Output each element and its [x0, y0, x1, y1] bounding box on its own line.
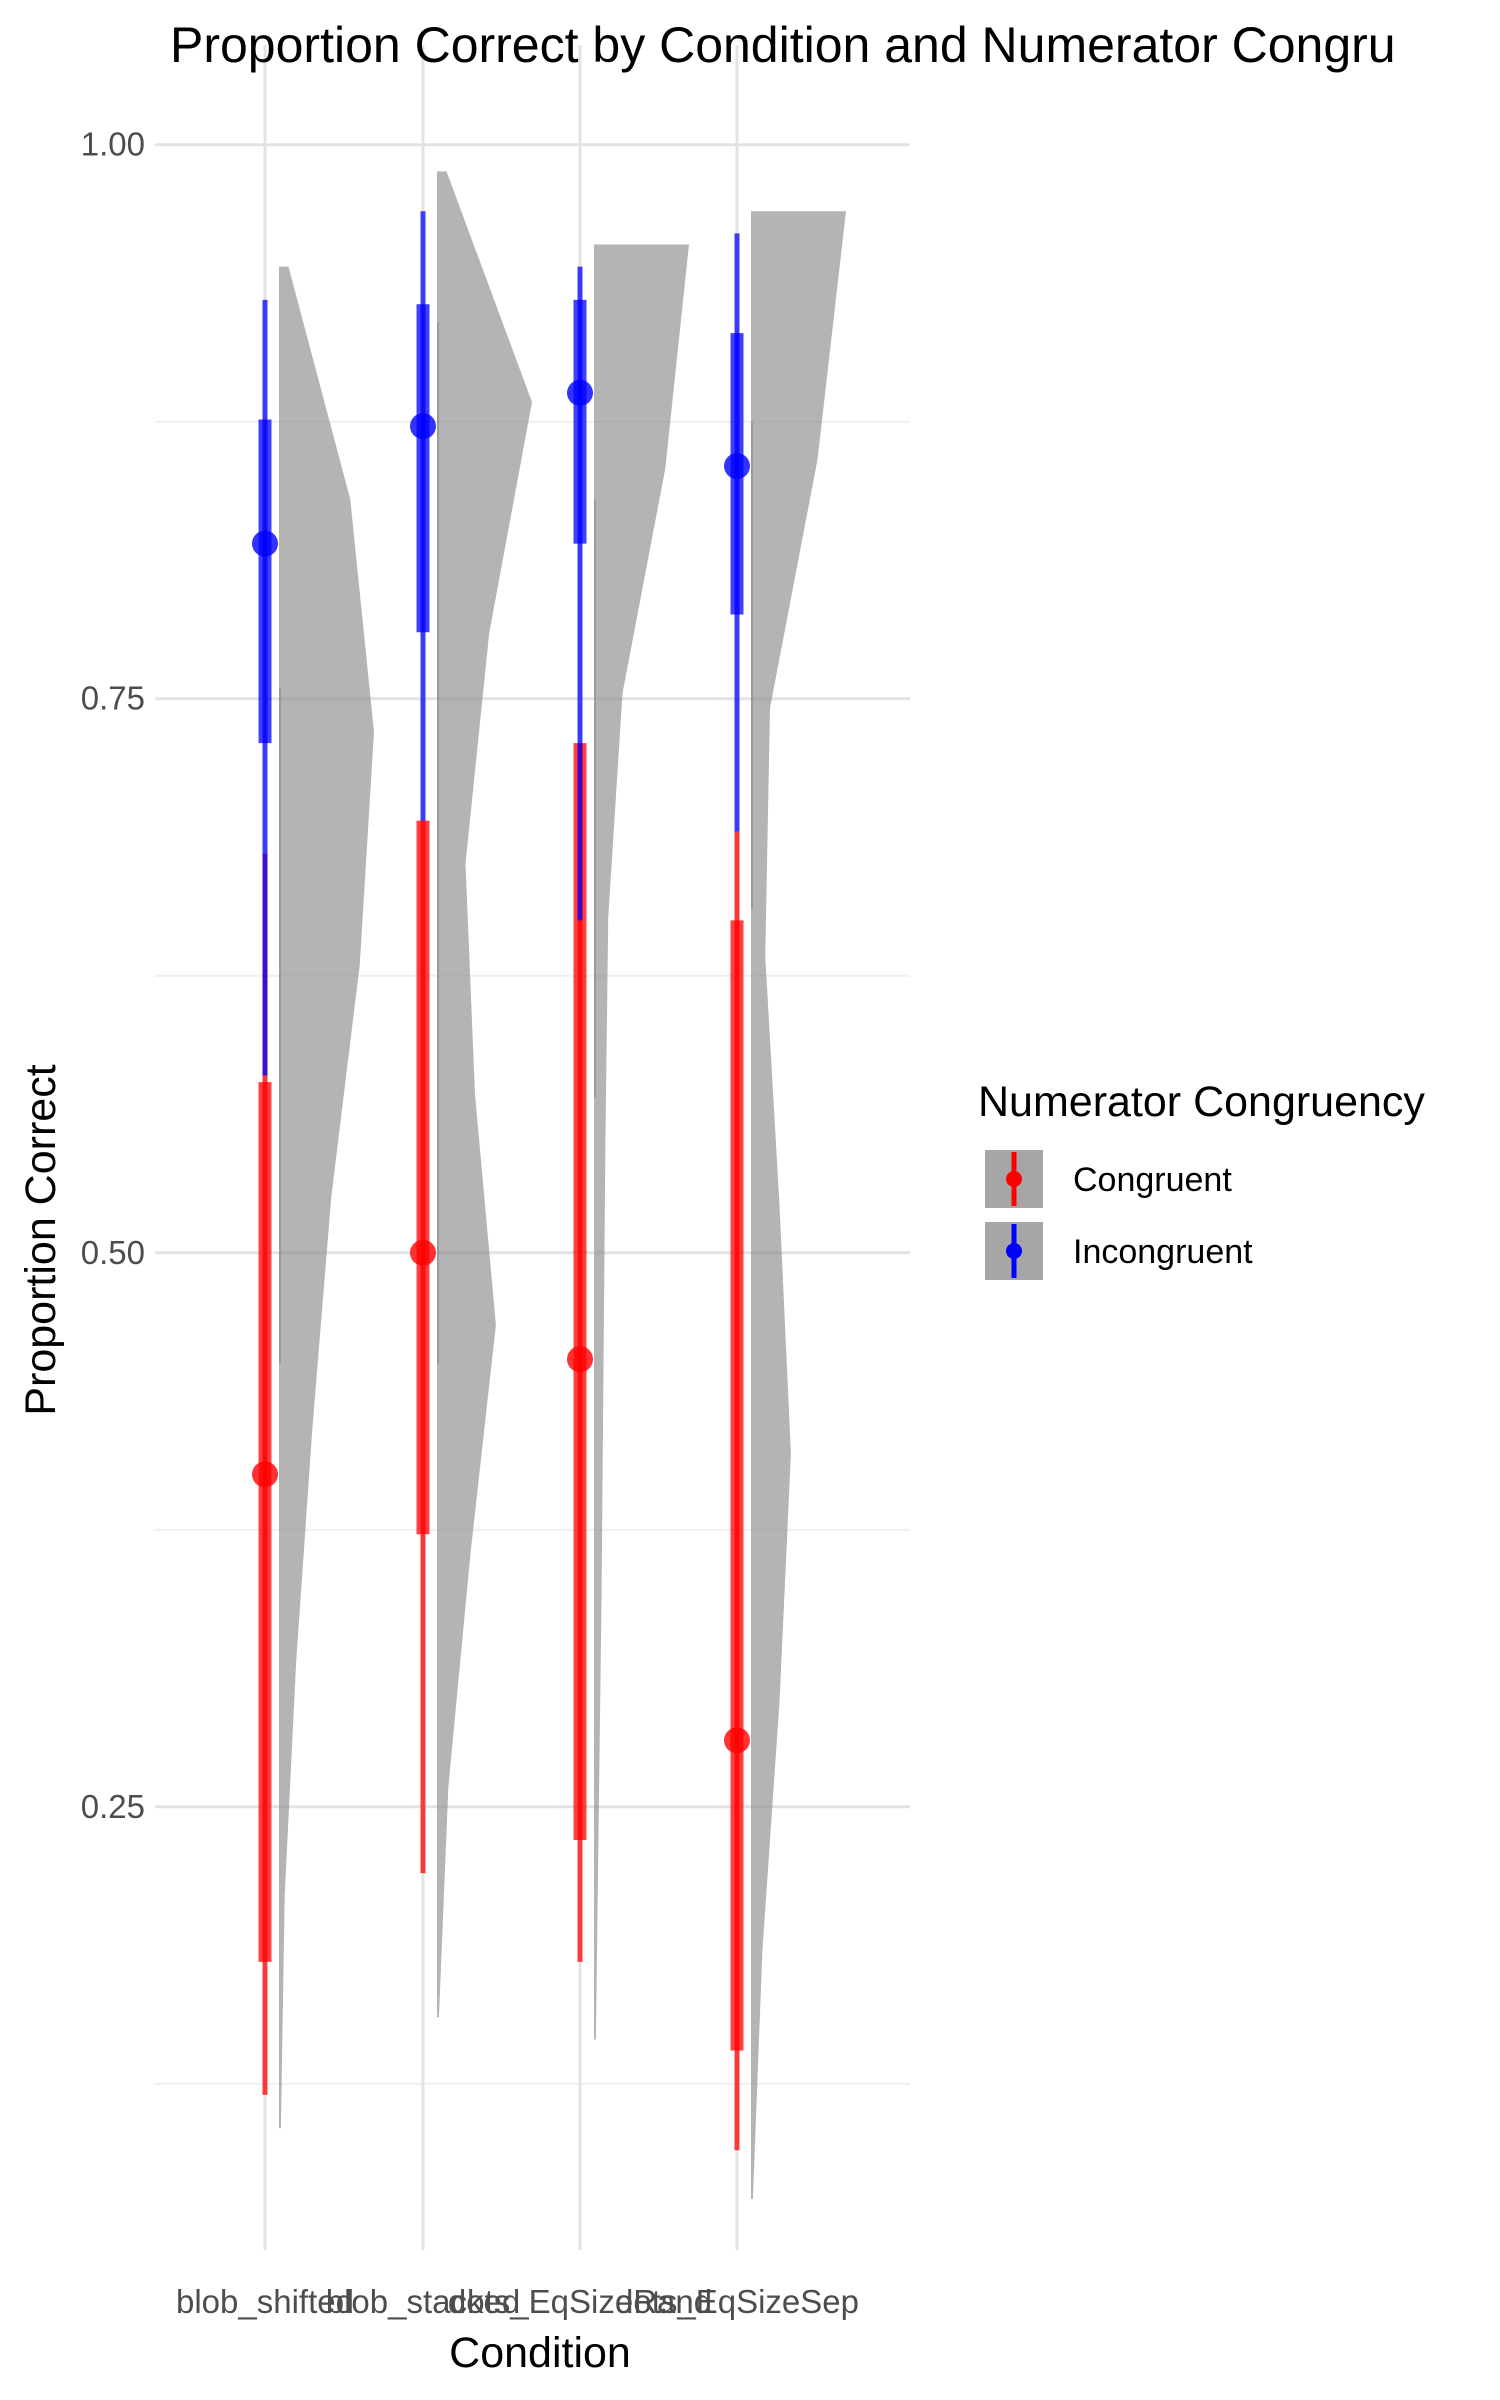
point-estimate	[567, 379, 593, 406]
legend-title: Numerator Congruency	[978, 1078, 1425, 1126]
legend: Numerator Congruency Congruent Incongruen…	[978, 1078, 1425, 1280]
legend-key-point	[1006, 1171, 1022, 1187]
legend-label: Congruent	[1073, 1161, 1232, 1199]
chart-title: Proportion Correct by Condition and Nume…	[170, 17, 1396, 73]
point-estimate	[410, 1239, 436, 1266]
density-cloud	[279, 266, 374, 2129]
y-axis-ticks: 0.25 0.50 0.75 1.00	[81, 126, 145, 1825]
point-estimate	[724, 453, 750, 480]
legend-label: Incongruent	[1073, 1233, 1253, 1271]
x-tick-label: dots_EqSizeRand	[448, 2283, 712, 2320]
point-intervals	[252, 211, 750, 2151]
density-cloud	[594, 499, 596, 1098]
density-cloud	[279, 687, 281, 1364]
y-tick-label: 0.50	[81, 1234, 145, 1271]
x-tick-label: blob_stacked	[326, 2283, 520, 2320]
y-tick-label: 0.75	[81, 680, 145, 717]
density-cloud	[437, 322, 439, 1364]
density-cloud	[594, 244, 689, 2040]
y-axis-title: Proportion Correct	[17, 1064, 65, 1415]
density-clouds	[279, 171, 846, 2200]
point-estimate	[724, 1727, 750, 1754]
x-axis-ticks: blob_shiftedblob_stackeddots_EqSizeRandd…	[176, 2283, 859, 2320]
point-estimate	[567, 1346, 593, 1373]
density-cloud	[437, 171, 532, 2018]
x-tick-label: blob_shifted	[176, 2283, 354, 2320]
point-estimate	[252, 1461, 278, 1488]
legend-key-point	[1006, 1243, 1022, 1259]
density-cloud	[751, 211, 846, 2200]
point-estimate	[410, 413, 436, 440]
density-cloud	[751, 421, 753, 910]
y-tick-label: 0.25	[81, 1788, 145, 1825]
y-tick-label: 1.00	[81, 126, 145, 163]
point-estimate	[252, 530, 278, 557]
x-axis-title: Condition	[449, 2329, 631, 2377]
x-tick-label: dots_EqSizeSep	[615, 2283, 859, 2320]
